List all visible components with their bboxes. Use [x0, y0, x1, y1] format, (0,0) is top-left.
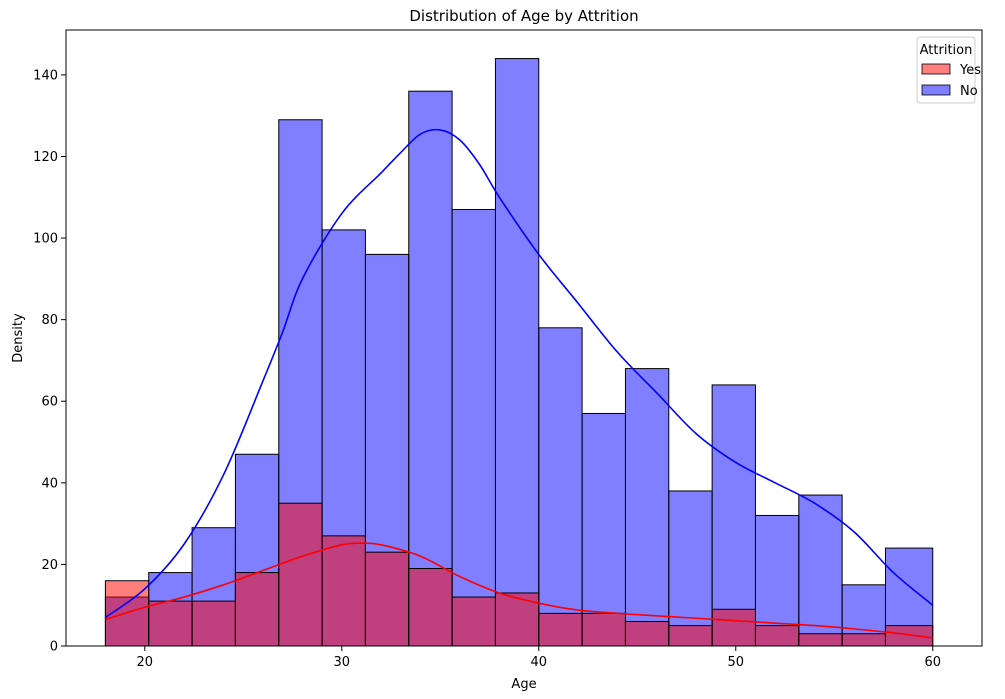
y-axis: 0 20 40 60 80 100 120 140	[33, 68, 66, 655]
bar-yes-16	[798, 633, 843, 647]
bar-no-12	[624, 368, 670, 647]
bar-yes-1	[148, 600, 193, 647]
x-tick-label: 50	[727, 655, 744, 670]
y-tick-label: 80	[41, 313, 58, 328]
y-tick-label: 100	[33, 232, 58, 247]
legend-label-no: No	[960, 84, 978, 99]
bar-yes-10	[538, 612, 583, 647]
kde-line-yes	[105, 542, 933, 639]
x-axis-title: Age	[511, 677, 536, 692]
y-tick-label: 40	[41, 476, 58, 491]
bars-layer	[104, 58, 934, 647]
y-axis-title: Density	[11, 313, 26, 363]
bar-no-8	[451, 208, 496, 647]
bar-yes-11	[581, 612, 626, 647]
bar-yes-3	[234, 572, 280, 647]
bar-yes-18	[884, 625, 934, 647]
x-tick-label: 20	[137, 655, 154, 670]
bar-yes-5	[321, 535, 366, 647]
legend-swatch-no	[921, 84, 951, 96]
kde-layer	[104, 128, 934, 639]
x-tick-label: 40	[531, 655, 548, 670]
y-tick-label: 120	[33, 150, 58, 165]
y-tick-label: 60	[41, 395, 58, 410]
x-tick-label: 60	[924, 655, 941, 670]
bar-no-10	[538, 327, 583, 647]
bar-yes-6	[364, 551, 410, 647]
legend-swatch-yes	[921, 63, 951, 75]
bar-yes-8	[451, 596, 496, 647]
bar-yes-2	[191, 600, 236, 647]
x-tick-label: 30	[334, 655, 351, 670]
bar-yes-4	[278, 502, 323, 647]
y-tick-label: 20	[41, 558, 58, 573]
bar-no-13	[668, 490, 713, 647]
bar-no-14	[711, 384, 756, 647]
chart-title: Distribution of Age by Attrition	[409, 7, 638, 25]
bar-yes-15	[754, 625, 800, 647]
bar-no-16	[798, 494, 843, 647]
legend-label-yes: Yes	[959, 63, 981, 78]
y-tick-label: 140	[33, 68, 58, 83]
bar-yes-17	[841, 633, 886, 647]
bar-yes-13	[668, 625, 713, 647]
bar-no-11	[581, 412, 626, 647]
bar-no-7	[408, 90, 453, 647]
bar-yes-12	[624, 621, 670, 647]
x-axis: 20 30 40 50 60	[137, 646, 941, 670]
legend-title: Attrition	[920, 43, 973, 58]
plot-frame	[65, 29, 983, 647]
bar-yes-14	[711, 608, 756, 647]
bar-yes-7	[408, 567, 453, 647]
y-tick-label: 0	[50, 640, 58, 655]
legend[interactable]: Attrition Yes No	[916, 36, 981, 104]
bar-no-9	[494, 58, 540, 647]
kde-line-no	[104, 128, 934, 619]
